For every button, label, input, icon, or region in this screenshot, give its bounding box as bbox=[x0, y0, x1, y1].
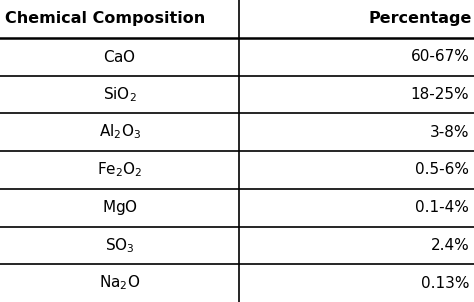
Text: 0.1-4%: 0.1-4% bbox=[415, 200, 469, 215]
Text: 0.13%: 0.13% bbox=[421, 276, 469, 291]
Text: $\mathrm{SO_3}$: $\mathrm{SO_3}$ bbox=[105, 236, 135, 255]
Text: $\mathrm{MgO}$: $\mathrm{MgO}$ bbox=[102, 198, 137, 217]
Text: 18-25%: 18-25% bbox=[410, 87, 469, 102]
Text: Chemical Composition: Chemical Composition bbox=[5, 11, 205, 26]
Text: $\mathrm{Na_2O}$: $\mathrm{Na_2O}$ bbox=[99, 274, 140, 292]
Text: 0.5-6%: 0.5-6% bbox=[415, 162, 469, 177]
Text: 3-8%: 3-8% bbox=[430, 125, 469, 140]
Text: $\mathrm{CaO}$: $\mathrm{CaO}$ bbox=[103, 49, 136, 65]
Text: $\mathrm{Fe_2O_2}$: $\mathrm{Fe_2O_2}$ bbox=[97, 161, 142, 179]
Text: 60-67%: 60-67% bbox=[410, 49, 469, 64]
Text: $\mathrm{Al_2O_3}$: $\mathrm{Al_2O_3}$ bbox=[99, 123, 141, 141]
Text: 2.4%: 2.4% bbox=[430, 238, 469, 253]
Text: Percentage: Percentage bbox=[368, 11, 472, 26]
Text: $\mathrm{SiO_2}$: $\mathrm{SiO_2}$ bbox=[103, 85, 137, 104]
